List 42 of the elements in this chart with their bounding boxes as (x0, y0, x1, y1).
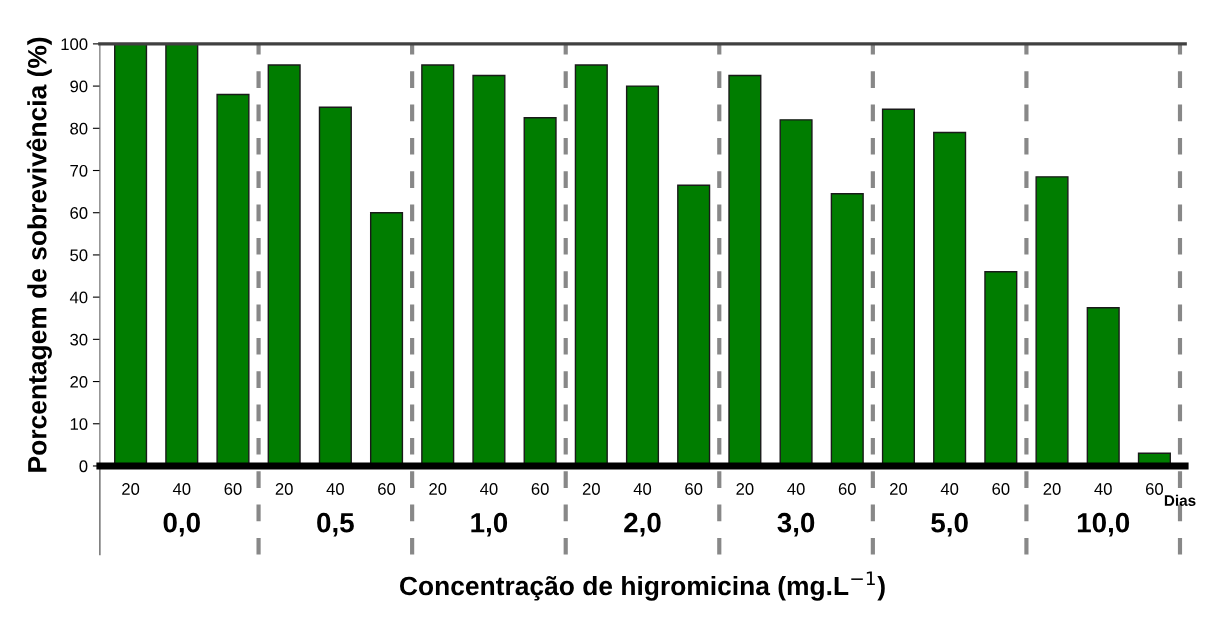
x-tick-label: 20 (582, 483, 600, 495)
y-tick-label: 60 (70, 207, 88, 219)
x-tick-label: 40 (480, 483, 498, 495)
y-tick-label: 0 (79, 460, 88, 473)
y-tick-label: 80 (70, 122, 88, 135)
y-axis-title: Porcentagem de sobrevivência (%) (26, 37, 52, 472)
text: 10,0 (1077, 512, 1130, 537)
text: 0,0 (163, 512, 200, 537)
x-tick-label: 20 (429, 483, 447, 495)
y-tick-label: 50 (70, 249, 88, 262)
text: 1,0 (471, 512, 508, 537)
y-tick-label: 30 (70, 333, 88, 346)
x-tick-label: 40 (172, 483, 191, 495)
x-tick-label: 40 (787, 483, 805, 495)
text: 2,0 (624, 512, 661, 537)
text: 3,0 (777, 512, 815, 537)
y-tick-label: 100 (61, 38, 88, 51)
x-tick-label: 40 (1094, 483, 1112, 495)
y-tick-label: 10 (70, 418, 88, 430)
x-tick-label: 60 (224, 483, 242, 495)
x-tick-label: 40 (940, 483, 959, 495)
x-tick-label: 20 (122, 483, 140, 495)
y-tick-label: 40 (69, 291, 88, 304)
y-tick-label: 70 (70, 164, 88, 177)
x-axis-title: Concentração de higromicina (mg.L$^{−1}$) (400, 571, 885, 601)
y-tick-label: 20 (70, 375, 88, 388)
x-tick-label: 40 (326, 483, 344, 495)
text: 0,5 (317, 512, 354, 537)
x-tick-label: 60 (685, 483, 703, 495)
x-tick-label: 20 (1043, 483, 1061, 495)
x-tick-label: 60 (838, 483, 856, 495)
x-tick-label: 40 (633, 483, 652, 495)
x-tick-label: 20 (890, 483, 908, 495)
x-tick-label: 60 (1145, 483, 1164, 495)
y-tick-label: 90 (70, 80, 88, 93)
text: 5,0 (931, 512, 968, 537)
x-tick-label: 60 (378, 483, 396, 495)
x-tick-label: 60 (992, 483, 1010, 495)
x-tick-label: 60 (531, 483, 549, 495)
x-tick-label: 20 (275, 483, 293, 495)
x-tick-label: 20 (736, 483, 754, 495)
text: Dias (1164, 494, 1196, 506)
